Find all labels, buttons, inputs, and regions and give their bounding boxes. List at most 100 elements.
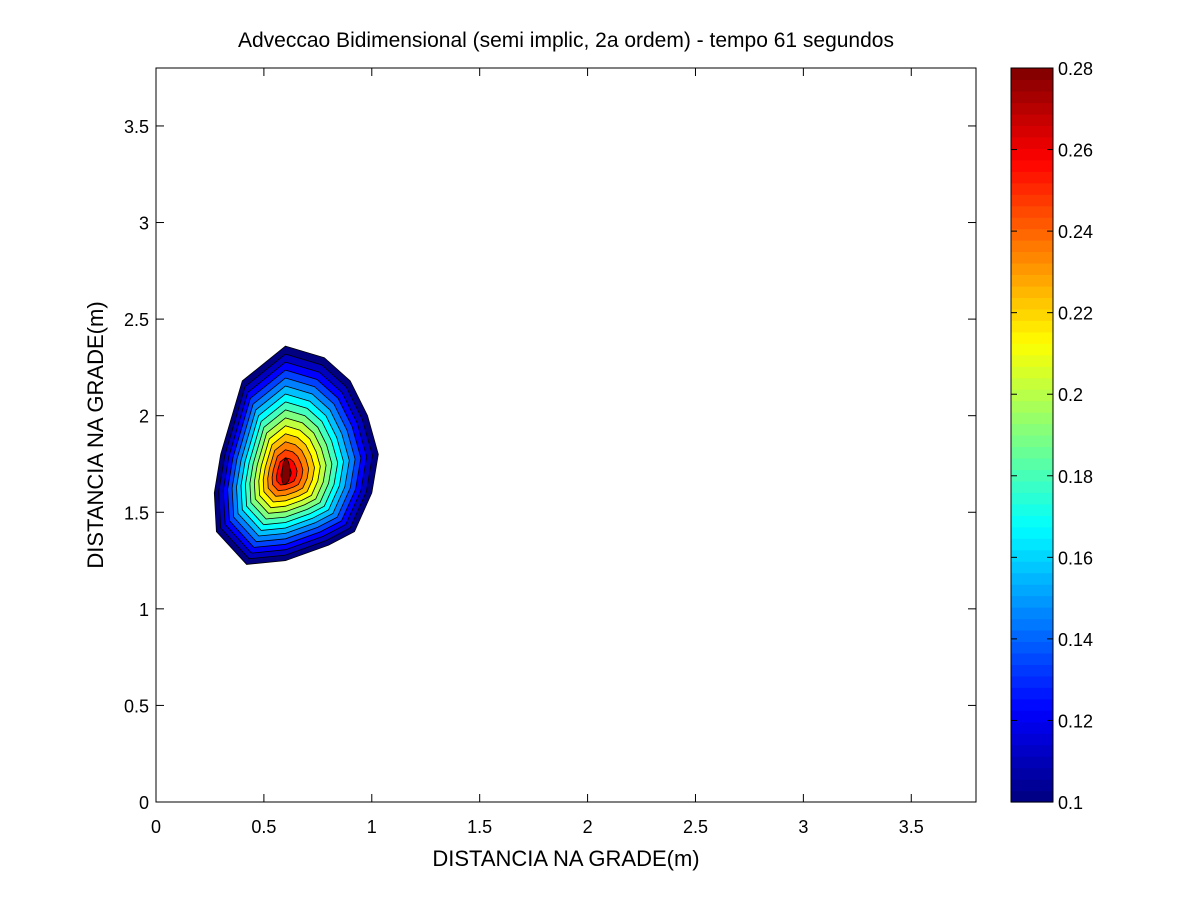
y-tick-label: 3.5 [124, 117, 149, 137]
y-tick-label: 2 [139, 407, 149, 427]
colorbar-band [1011, 652, 1053, 665]
colorbar-band [1011, 389, 1053, 402]
colorbar-band [1011, 171, 1053, 184]
colorbar-band [1011, 767, 1053, 780]
colorbar-tick-label: 0.18 [1058, 467, 1093, 487]
colorbar-band [1011, 79, 1053, 92]
contour-fills [213, 345, 379, 565]
x-axis-label: DISTANCIA NA GRADE(m) [432, 846, 699, 871]
y-tick-label: 3 [139, 214, 149, 234]
colorbar-tick-label: 0.1 [1058, 793, 1083, 813]
x-tick-label: 0.5 [251, 817, 276, 837]
plot-area: 0 0.5 1 1.5 2 2.5 3 3.5 0 0.5 1 1.5 2 2.5 3 3.5 [124, 67, 977, 837]
colorbar-band [1011, 435, 1053, 448]
colorbar-band [1011, 607, 1053, 620]
colorbar-band [1011, 675, 1053, 688]
colorbar-band [1011, 331, 1053, 344]
colorbar-band [1011, 228, 1053, 241]
colorbar-band [1011, 790, 1053, 803]
x-tick-label: 1.5 [467, 817, 492, 837]
colorbar-band [1011, 354, 1053, 367]
y-tick-label: 1 [139, 600, 149, 620]
colorbar-band [1011, 274, 1053, 287]
colorbar-band [1011, 584, 1053, 597]
colorbar-band [1011, 217, 1053, 230]
colorbar-frame [1010, 67, 1054, 803]
chart-title: Adveccao Bidimensional (semi implic, 2a … [238, 29, 894, 52]
y-tick-label: 2.5 [124, 310, 149, 330]
colorbar-gradient [1011, 68, 1053, 803]
colorbar-band [1011, 320, 1053, 333]
x-tick-label: 3 [798, 817, 808, 837]
colorbar-tick-label: 0.26 [1058, 141, 1093, 161]
colorbar-band [1011, 480, 1053, 493]
colorbar-tick-label: 0.28 [1058, 59, 1093, 79]
colorbar-band [1011, 90, 1053, 104]
colorbar-band [1011, 515, 1053, 528]
colorbar-band [1011, 549, 1053, 562]
colorbar-band [1011, 618, 1053, 631]
colorbar-tick-label: 0.2 [1058, 385, 1083, 405]
y-axis-label: DISTANCIA NA GRADE(m) [83, 301, 108, 568]
colorbar-band [1011, 641, 1053, 654]
colorbar-band [1011, 687, 1053, 700]
colorbar-band [1011, 526, 1053, 539]
colorbar-band [1011, 629, 1053, 643]
colorbar-band [1011, 756, 1053, 769]
colorbar-band [1011, 503, 1053, 516]
colorbar-band [1011, 457, 1053, 471]
y-tick-label: 1.5 [124, 503, 149, 523]
colorbar-band [1011, 698, 1053, 711]
colorbar-band [1011, 377, 1053, 390]
colorbar-band [1011, 744, 1053, 757]
colorbar-band [1011, 469, 1053, 482]
colorbar-tick-label: 0.22 [1058, 304, 1093, 324]
colorbar-band [1011, 113, 1053, 126]
colorbar-band [1011, 182, 1053, 195]
y-tick-label: 0 [139, 793, 149, 813]
colorbar-band [1011, 446, 1053, 459]
x-tick-label: 2.5 [683, 817, 708, 837]
colorbar-band [1011, 423, 1053, 436]
colorbar-band [1011, 664, 1053, 677]
colorbar-band [1011, 148, 1053, 161]
colorbar-band [1011, 595, 1053, 608]
x-tick-label: 3.5 [899, 817, 924, 837]
colorbar-band [1011, 102, 1053, 115]
colorbar-band [1011, 205, 1053, 218]
colorbar-band [1011, 240, 1053, 253]
colorbar: 0.1 0.12 0.14 0.16 0.18 0.2 0.22 0.24 0.26 0.28 [1010, 59, 1093, 813]
colorbar-band [1011, 572, 1053, 585]
colorbar-band [1011, 285, 1053, 298]
x-tick-label: 2 [583, 817, 593, 837]
y-tick-label: 0.5 [124, 696, 149, 716]
x-axis-ticks: 0 0.5 1 1.5 2 2.5 3 3.5 [151, 68, 924, 837]
colorbar-band [1011, 492, 1053, 505]
colorbar-band [1011, 561, 1053, 574]
colorbar-band [1011, 538, 1053, 551]
colorbar-band [1011, 125, 1053, 138]
colorbar-band [1011, 136, 1053, 149]
colorbar-band [1011, 733, 1053, 746]
colorbar-band [1011, 400, 1053, 413]
colorbar-band [1011, 308, 1053, 321]
colorbar-tick-label: 0.12 [1058, 711, 1093, 731]
colorbar-band [1011, 68, 1053, 81]
colorbar-ticks: 0.1 0.12 0.14 0.16 0.18 0.2 0.22 0.24 0.26 0.28 [1011, 59, 1093, 813]
y-axis-ticks: 0 0.5 1 1.5 2 2.5 3 3.5 [124, 117, 976, 813]
colorbar-band [1011, 159, 1053, 172]
colorbar-band [1011, 297, 1053, 310]
colorbar-tick-label: 0.14 [1058, 630, 1093, 650]
contour-peak [281, 457, 291, 485]
x-tick-label: 0 [151, 817, 161, 837]
colorbar-band [1011, 710, 1053, 723]
colorbar-tick-label: 0.24 [1058, 222, 1093, 242]
colorbar-tick-label: 0.16 [1058, 548, 1093, 568]
colorbar-band [1011, 343, 1053, 356]
colorbar-band [1011, 721, 1053, 734]
colorbar-band [1011, 779, 1053, 792]
colorbar-band [1011, 194, 1053, 207]
colorbar-band [1011, 262, 1053, 276]
x-tick-label: 1 [367, 817, 377, 837]
